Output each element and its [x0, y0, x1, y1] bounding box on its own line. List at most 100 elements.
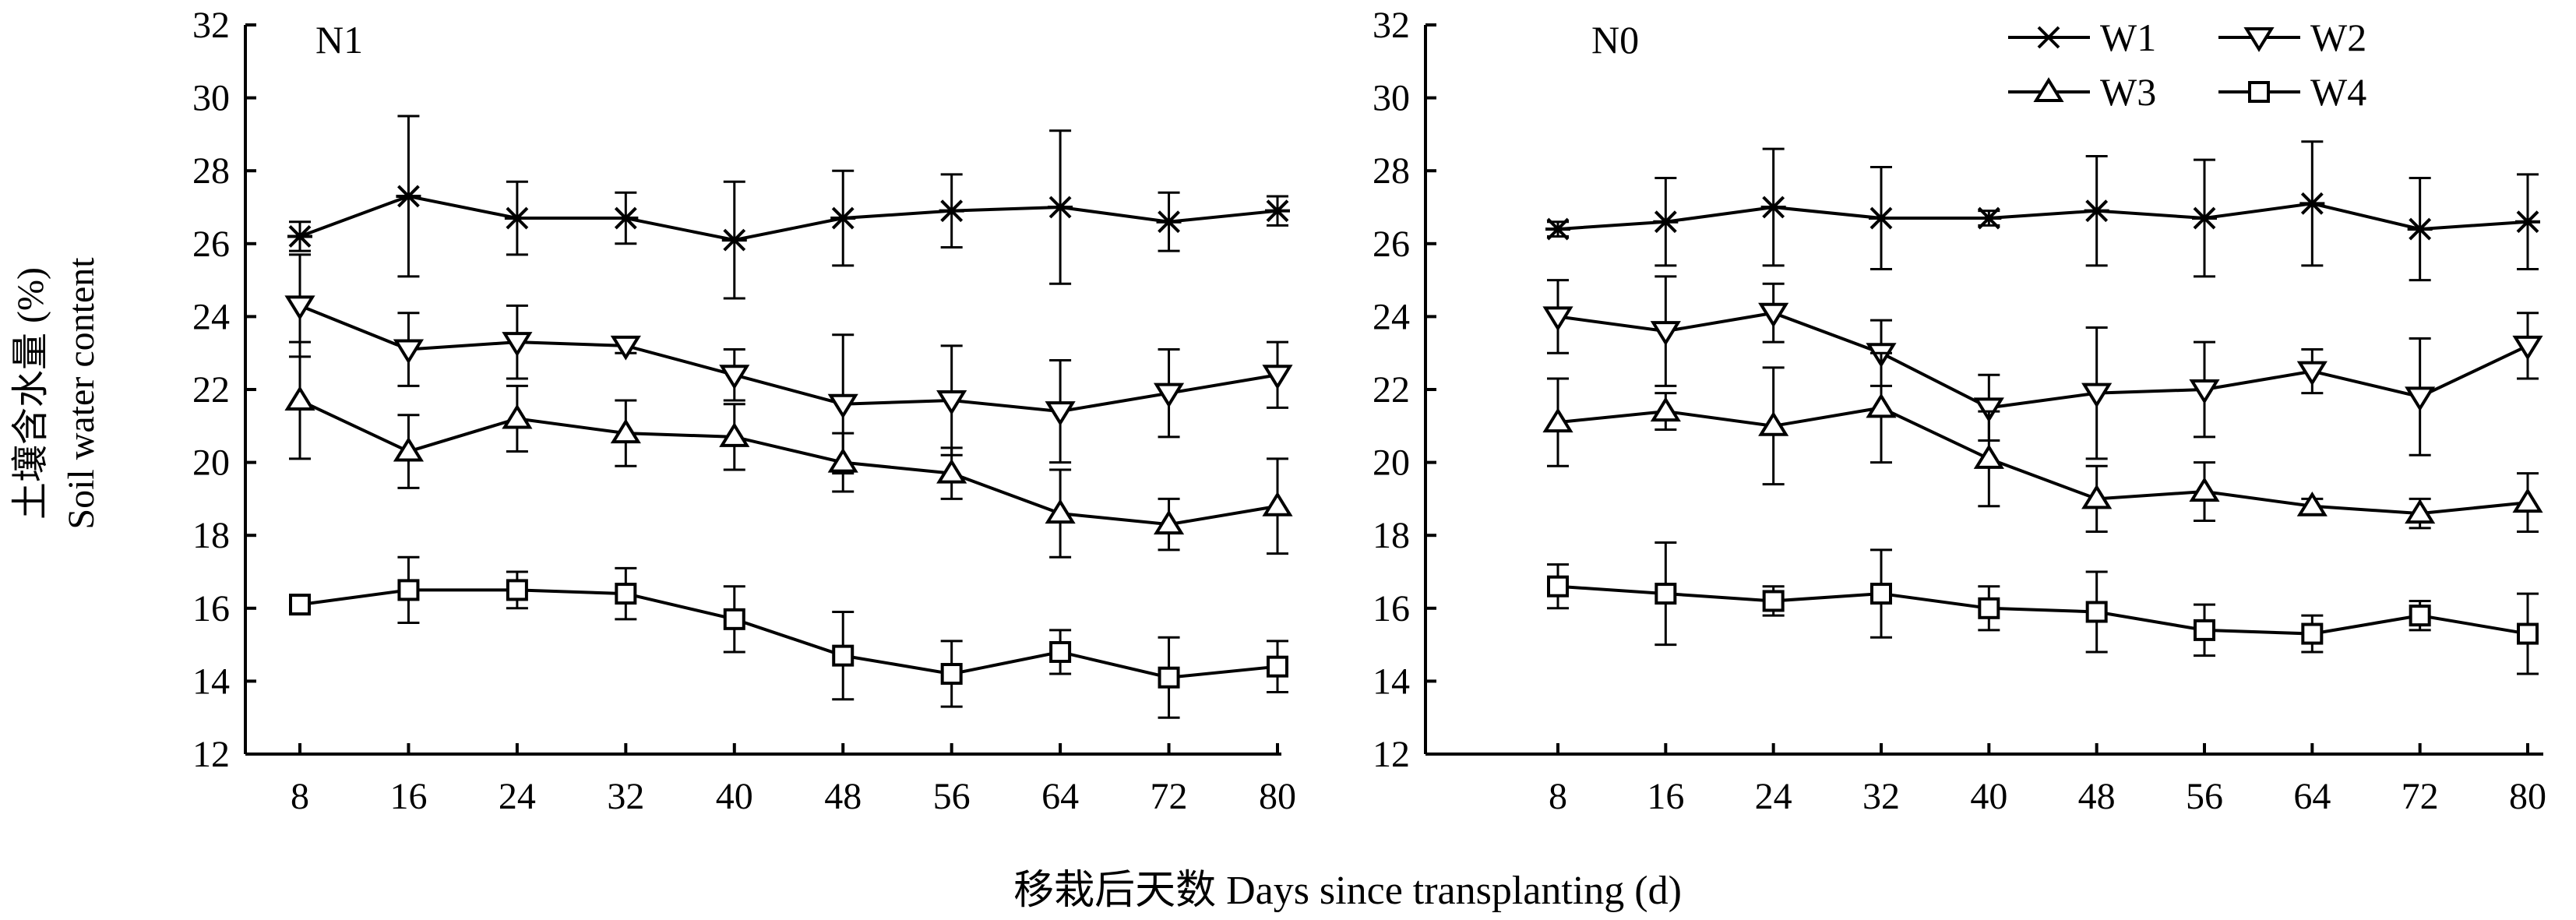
data-point: [1653, 210, 1679, 234]
data-point: [721, 228, 747, 252]
data-point: [1870, 583, 1892, 605]
panel-n1: 12 14 16 18 20 22 24 26 28 30 32 8 16 24 32 40 48 56 64 72 8…: [192, 5, 1296, 817]
y-tick-label: 28: [192, 150, 230, 192]
series-line: [299, 399, 1278, 527]
data-point: [1045, 499, 1076, 524]
series-line: [1557, 584, 2528, 636]
data-point: [1976, 206, 2002, 230]
x-tick-label: 56: [2186, 776, 2223, 817]
series-w2: [1542, 275, 2543, 460]
y-tick-label: 32: [1373, 5, 1410, 46]
data-point: [936, 390, 967, 415]
data-point: [2515, 210, 2540, 234]
data-point: [723, 608, 745, 630]
data-point: [2299, 192, 2325, 215]
y-tick-label: 16: [192, 588, 230, 629]
data-point: [613, 206, 639, 230]
y-axis-label-english: Soil water content: [61, 257, 102, 530]
y-tick-label: 30: [192, 78, 230, 119]
data-point: [2512, 335, 2543, 361]
y-tick-label: 18: [1373, 515, 1410, 556]
series-line: [1557, 406, 2528, 516]
x-tick-label: 8: [291, 776, 309, 817]
data-point: [2084, 199, 2109, 223]
x-tick-label: 80: [1259, 776, 1296, 817]
data-point: [1048, 196, 1073, 219]
data-point: [610, 335, 641, 361]
legend: W1 W2 W3 W4: [2008, 16, 2366, 114]
x-tick-label: 40: [1970, 776, 2007, 817]
y-tick-label: 14: [192, 661, 230, 702]
data-point: [2512, 488, 2543, 513]
x-tick-label: 16: [1647, 776, 1684, 817]
series-line: [299, 304, 1278, 414]
data-point: [832, 644, 855, 667]
x-tick-label: 80: [2509, 776, 2546, 817]
y-axis-label-chinese: 土壤含水量 (%): [10, 267, 51, 520]
series-line: [299, 588, 1278, 679]
legend-label: W4: [2310, 70, 2366, 114]
x-axis-label: 移栽后天数 Days since transplanting (d): [1013, 869, 1682, 913]
x-tick-label: 32: [1862, 776, 1900, 817]
series-line: [1557, 202, 2528, 231]
legend-marker: [2243, 27, 2275, 52]
data-point: [1262, 491, 1293, 516]
data-point: [1153, 509, 1185, 535]
data-point: [1265, 199, 1290, 223]
legend-entry-w4: W4: [2218, 70, 2366, 114]
data-point: [2407, 217, 2433, 241]
x-tick-label: 24: [499, 776, 536, 817]
data-point: [2192, 206, 2217, 230]
data-point: [936, 458, 967, 484]
data-point: [827, 447, 858, 473]
y-tick-label: 30: [1373, 78, 1410, 119]
data-point: [2296, 491, 2328, 516]
legend-label: W2: [2310, 16, 2366, 59]
series-w3: [1542, 351, 2543, 534]
data-point: [1978, 597, 2000, 619]
y-tick-label: 16: [1373, 588, 1410, 629]
x-tick-label: 72: [1151, 776, 1188, 817]
data-point: [2081, 484, 2113, 509]
data-point: [502, 332, 533, 357]
data-point: [2081, 382, 2113, 408]
series-w1: [1545, 140, 2540, 282]
data-point: [502, 404, 533, 429]
legend-entry-w3: W3: [2008, 70, 2156, 114]
series-w2: [284, 253, 1293, 475]
data-point: [1267, 655, 1288, 678]
y-tick-label: 20: [1373, 442, 1410, 484]
data-point: [396, 185, 421, 208]
legend-entry-w1: W1: [2008, 16, 2156, 59]
panel-label: N1: [315, 18, 363, 62]
y-tick-label: 20: [192, 442, 230, 484]
y-tick-label: 24: [192, 296, 230, 337]
data-point: [1045, 401, 1076, 426]
x-tick-label: 40: [716, 776, 753, 817]
data-point: [1153, 382, 1185, 408]
data-point: [1547, 575, 1569, 597]
data-point: [1156, 210, 1182, 234]
legend-marker: [2036, 26, 2061, 49]
x-tick-label: 56: [933, 776, 971, 817]
data-point: [284, 386, 315, 411]
data-point: [1650, 397, 1681, 422]
data-point: [2194, 619, 2215, 641]
data-point: [940, 663, 963, 686]
data-point: [2085, 601, 2108, 623]
data-point: [827, 393, 858, 419]
panel-label: N0: [1591, 18, 1639, 62]
x-tick-label: 16: [389, 776, 427, 817]
legend-marker: [2248, 81, 2270, 103]
y-tick-label: 22: [192, 369, 230, 411]
y-tick-label: 14: [1373, 661, 1410, 702]
data-point: [830, 206, 856, 230]
x-tick-label: 8: [1549, 776, 1567, 817]
y-tick-label: 26: [1373, 224, 1410, 265]
data-point: [1758, 411, 1789, 436]
x-tick-label: 32: [607, 776, 644, 817]
data-point: [393, 339, 425, 365]
y-tick-label: 26: [192, 224, 230, 265]
data-point: [2189, 379, 2220, 404]
data-point: [2189, 477, 2220, 502]
